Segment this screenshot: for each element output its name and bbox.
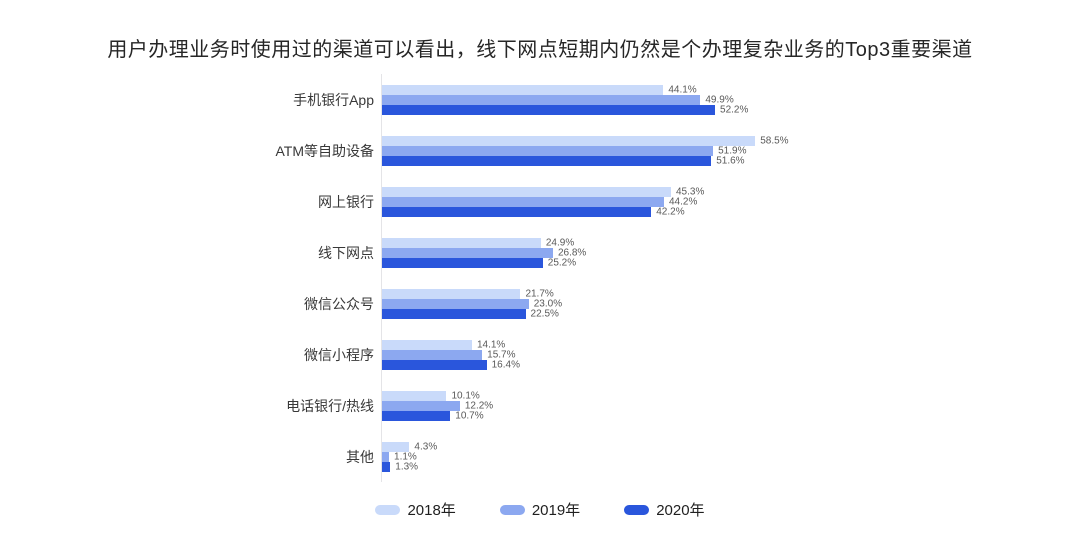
category-label: 微信公众号 xyxy=(304,295,374,312)
plot-area: 21.7% 23.0% 22.5% xyxy=(381,278,1080,329)
bar-group: 手机银行App 44.1% 49.9% 52.2% xyxy=(0,74,1080,125)
value-label: 58.5% xyxy=(760,135,789,146)
value-label: 10.7% xyxy=(455,410,484,421)
plot-area: 45.3% 44.2% 42.2% xyxy=(381,176,1080,227)
value-label: 44.2% xyxy=(668,196,698,207)
bar-chart: 手机银行App 44.1% 49.9% 52.2% ATM等自助设备 58.5% 51.9%… xyxy=(0,74,1080,520)
value-label: 42.2% xyxy=(656,206,685,217)
bar-2019年-其他: 1.1% xyxy=(382,451,417,462)
bar-2020年-微信小程序: 16.4% xyxy=(382,359,520,370)
value-label: 1.1% xyxy=(394,451,417,462)
bar-2018年-电话银行/热线: 10.1% xyxy=(382,390,480,401)
value-label: 16.4% xyxy=(491,359,520,370)
value-label: 23.0% xyxy=(533,298,563,309)
bar-2018年-其他: 4.3% xyxy=(382,441,437,452)
category-label: 其他 xyxy=(346,448,374,465)
bar-group: 微信公众号 21.7% 23.0% 22.5% xyxy=(0,278,1080,329)
value-label: 51.6% xyxy=(716,155,745,166)
bar-2019年-微信小程序: 15.7% xyxy=(382,349,516,360)
value-label: 24.9% xyxy=(545,237,575,248)
value-label: 14.1% xyxy=(476,339,506,350)
chart-title: 用户办理业务时使用过的渠道可以看出，线下网点短期内仍然是个办理复杂业务的Top3… xyxy=(107,39,973,61)
category-label: 电话银行/热线 xyxy=(286,397,374,414)
value-label: 51.9% xyxy=(718,145,747,156)
value-label: 52.2% xyxy=(720,104,749,115)
bar-2018年-手机银行App: 44.1% xyxy=(382,84,697,95)
plot-area: 58.5% 51.9% 51.6% xyxy=(381,125,1080,176)
value-label: 15.7% xyxy=(487,349,516,360)
value-label: 25.2% xyxy=(547,257,577,268)
legend-swatch-icon xyxy=(375,504,401,515)
bar-2019年-线下网点: 26.8% xyxy=(382,247,586,258)
category-label: 手机银行App xyxy=(293,91,374,108)
bar-group: 微信小程序 14.1% 15.7% 16.4% xyxy=(0,329,1080,380)
bar-group: 线下网点 24.9% 26.8% 25.2% xyxy=(0,227,1080,278)
legend-label: 2019年 xyxy=(531,502,581,519)
value-label: 49.9% xyxy=(705,94,734,105)
bar-2018年-ATM等自助设备: 58.5% xyxy=(382,135,789,146)
plot-area: 10.1% 12.2% 10.7% xyxy=(381,380,1080,431)
value-label: 10.1% xyxy=(451,390,480,401)
bar-2018年-线下网点: 24.9% xyxy=(382,237,574,248)
bar-2020年-网上银行: 42.2% xyxy=(382,206,685,217)
plot-area: 14.1% 15.7% 16.4% xyxy=(381,329,1080,380)
value-label: 1.3% xyxy=(395,461,419,472)
bar-2019年-微信公众号: 23.0% xyxy=(382,298,562,309)
bar-2020年-线下网点: 25.2% xyxy=(382,257,576,268)
bar-group: 电话银行/热线 10.1% 12.2% 10.7% xyxy=(0,380,1080,431)
bar-2019年-ATM等自助设备: 51.9% xyxy=(382,145,746,156)
value-label: 4.3% xyxy=(414,441,438,452)
bar-group: ATM等自助设备 58.5% 51.9% 51.6% xyxy=(0,125,1080,176)
bar-2020年-微信公众号: 22.5% xyxy=(382,308,559,319)
bar-group: 网上银行 45.3% 44.2% 42.2% xyxy=(0,176,1080,227)
value-label: 21.7% xyxy=(525,288,554,299)
category-label: ATM等自助设备 xyxy=(275,142,374,159)
bar-2020年-电话银行/热线: 10.7% xyxy=(382,410,484,421)
chart-rows: 手机银行App 44.1% 49.9% 52.2% ATM等自助设备 58.5% 51.9%… xyxy=(0,74,1080,482)
legend-swatch-icon xyxy=(624,504,650,515)
bar-2019年-网上银行: 44.2% xyxy=(382,196,697,207)
value-label: 26.8% xyxy=(557,247,587,258)
value-label: 44.1% xyxy=(668,84,697,95)
legend-item-2019年[interactable]: 2019年 xyxy=(499,499,581,520)
legend-label: 2020年 xyxy=(656,502,705,519)
bar-group: 其他 4.3% 1.1% 1.3% xyxy=(0,431,1080,482)
bar-2018年-网上银行: 45.3% xyxy=(382,186,704,197)
bar-2019年-手机银行App: 49.9% xyxy=(382,94,734,105)
legend-swatch-icon xyxy=(499,504,525,515)
bar-2018年-微信公众号: 21.7% xyxy=(382,288,554,299)
value-label: 22.5% xyxy=(530,308,559,319)
plot-area: 44.1% 49.9% 52.2% xyxy=(381,74,1080,125)
legend-label: 2018年 xyxy=(407,502,456,519)
bar-2020年-其他: 1.3% xyxy=(382,461,418,472)
value-label: 12.2% xyxy=(464,400,494,411)
value-label: 45.3% xyxy=(676,186,705,197)
category-label: 线下网点 xyxy=(318,244,374,261)
bar-2018年-微信小程序: 14.1% xyxy=(382,339,505,350)
category-label: 微信小程序 xyxy=(304,346,374,363)
legend-item-2018年[interactable]: 2018年 xyxy=(375,499,456,520)
legend-item-2020年[interactable]: 2020年 xyxy=(624,499,705,520)
category-label: 网上银行 xyxy=(318,193,374,210)
plot-area: 4.3% 1.1% 1.3% xyxy=(381,431,1080,482)
plot-area: 24.9% 26.8% 25.2% xyxy=(381,227,1080,278)
bar-2020年-ATM等自助设备: 51.6% xyxy=(382,155,745,166)
chart-legend: 2018年 2019年 2020年 xyxy=(0,499,1080,520)
bar-2019年-电话银行/热线: 12.2% xyxy=(382,400,493,411)
bar-2020年-手机银行App: 52.2% xyxy=(382,104,748,115)
